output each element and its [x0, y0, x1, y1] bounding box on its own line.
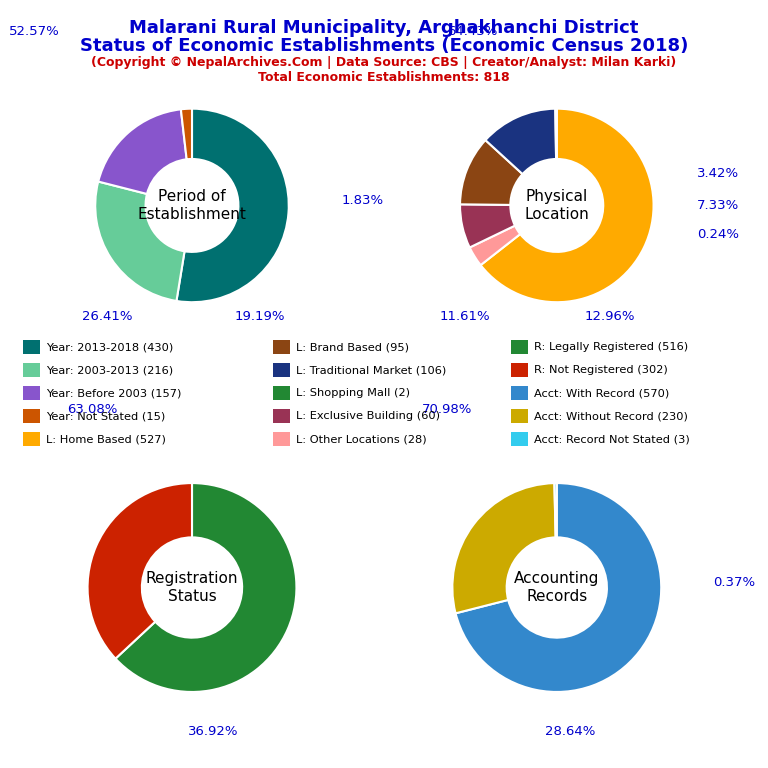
Text: Year: 2003-2013 (216): Year: 2003-2013 (216) — [46, 365, 174, 376]
Text: Acct: Record Not Stated (3): Acct: Record Not Stated (3) — [534, 434, 690, 445]
Text: 0.24%: 0.24% — [697, 228, 739, 241]
Text: Accounting
Records: Accounting Records — [514, 571, 600, 604]
Text: 3.42%: 3.42% — [697, 167, 740, 180]
Text: Status of Economic Establishments (Economic Census 2018): Status of Economic Establishments (Econo… — [80, 37, 688, 55]
Text: L: Home Based (527): L: Home Based (527) — [46, 434, 166, 445]
Wedge shape — [555, 109, 557, 159]
Text: L: Other Locations (28): L: Other Locations (28) — [296, 434, 426, 445]
Text: Year: Before 2003 (157): Year: Before 2003 (157) — [46, 388, 181, 399]
Text: 63.08%: 63.08% — [68, 403, 118, 416]
Text: 52.57%: 52.57% — [9, 25, 60, 38]
Text: Acct: With Record (570): Acct: With Record (570) — [534, 388, 669, 399]
Wedge shape — [485, 109, 556, 174]
Wedge shape — [470, 226, 520, 265]
Text: 1.83%: 1.83% — [342, 194, 384, 207]
Text: Physical
Location: Physical Location — [525, 189, 589, 222]
Text: 64.43%: 64.43% — [447, 25, 498, 38]
Text: L: Shopping Mall (2): L: Shopping Mall (2) — [296, 388, 409, 399]
Text: Malarani Rural Municipality, Arghakhanchi District: Malarani Rural Municipality, Arghakhanch… — [129, 19, 639, 37]
Text: 0.37%: 0.37% — [713, 576, 756, 589]
Text: (Copyright © NepalArchives.Com | Data Source: CBS | Creator/Analyst: Milan Karki: (Copyright © NepalArchives.Com | Data So… — [91, 56, 677, 69]
Text: 19.19%: 19.19% — [234, 310, 285, 323]
Wedge shape — [452, 483, 555, 614]
Wedge shape — [177, 109, 289, 302]
Text: 36.92%: 36.92% — [187, 725, 238, 737]
Wedge shape — [88, 483, 192, 659]
Text: L: Brand Based (95): L: Brand Based (95) — [296, 342, 409, 353]
Wedge shape — [460, 204, 515, 247]
Text: 11.61%: 11.61% — [439, 310, 490, 323]
Text: Year: 2013-2018 (430): Year: 2013-2018 (430) — [46, 342, 174, 353]
Wedge shape — [460, 140, 522, 205]
Text: 7.33%: 7.33% — [697, 199, 740, 212]
Wedge shape — [481, 109, 654, 302]
Wedge shape — [455, 483, 661, 692]
Text: Period of
Establishment: Period of Establishment — [137, 189, 247, 222]
Wedge shape — [554, 483, 557, 538]
Text: 12.96%: 12.96% — [584, 310, 635, 323]
Text: 28.64%: 28.64% — [545, 725, 595, 737]
Text: Total Economic Establishments: 818: Total Economic Establishments: 818 — [258, 71, 510, 84]
Text: Acct: Without Record (230): Acct: Without Record (230) — [534, 411, 687, 422]
Text: L: Traditional Market (106): L: Traditional Market (106) — [296, 365, 446, 376]
Wedge shape — [95, 181, 184, 301]
Text: Year: Not Stated (15): Year: Not Stated (15) — [46, 411, 165, 422]
Text: 26.41%: 26.41% — [82, 310, 133, 323]
Wedge shape — [98, 109, 187, 194]
Text: 70.98%: 70.98% — [422, 403, 472, 416]
Text: Registration
Status: Registration Status — [146, 571, 238, 604]
Wedge shape — [181, 109, 192, 159]
Text: R: Legally Registered (516): R: Legally Registered (516) — [534, 342, 688, 353]
Text: L: Exclusive Building (60): L: Exclusive Building (60) — [296, 411, 439, 422]
Text: R: Not Registered (302): R: Not Registered (302) — [534, 365, 667, 376]
Wedge shape — [115, 483, 296, 692]
